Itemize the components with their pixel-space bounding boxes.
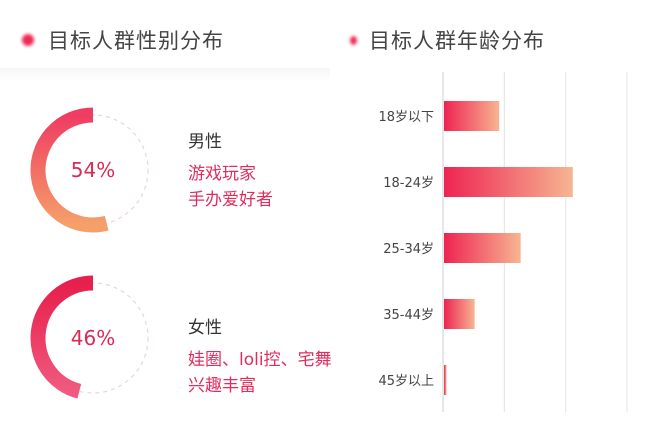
female-desc-line: 娃圈、loli控、宅舞 bbox=[188, 350, 332, 370]
female-info: 女性 娃圈、loli控、宅舞 兴趣丰富 bbox=[188, 313, 332, 399]
female-donut: 46% bbox=[28, 273, 158, 403]
age-bar bbox=[444, 299, 475, 329]
male-donut-arc bbox=[30, 107, 109, 233]
bullet-dot-icon bbox=[22, 34, 34, 46]
male-percent-label: 54% bbox=[70, 158, 116, 182]
category-label: 18-24岁 bbox=[383, 176, 434, 191]
female-donut-arc bbox=[30, 275, 94, 399]
category-label: 35-44岁 bbox=[383, 308, 434, 323]
section-divider bbox=[0, 68, 330, 82]
age-bar bbox=[444, 233, 521, 263]
age-panel-title: 目标人群年龄分布 bbox=[350, 20, 545, 60]
gender-panel-title-text: 目标人群性别分布 bbox=[48, 29, 224, 53]
female-desc-line: 兴趣丰富 bbox=[188, 376, 256, 396]
category-label: 18岁以下 bbox=[378, 110, 434, 125]
male-desc-line: 手办爱好者 bbox=[188, 190, 273, 210]
female-percent-label: 46% bbox=[70, 326, 116, 350]
age-bar bbox=[444, 365, 447, 395]
age-panel-title-text: 目标人群年龄分布 bbox=[369, 29, 545, 53]
category-label: 25-34岁 bbox=[383, 242, 434, 257]
male-label: 男性 bbox=[188, 132, 222, 152]
gender-panel-title: 目标人群性别分布 bbox=[22, 20, 224, 60]
category-label: 45岁以上 bbox=[378, 374, 434, 389]
age-bar bbox=[444, 101, 500, 131]
age-bar bbox=[444, 167, 573, 197]
female-label: 女性 bbox=[188, 318, 222, 338]
male-info: 男性 游戏玩家 手办爱好者 bbox=[188, 127, 273, 213]
male-donut: 54% bbox=[28, 105, 158, 235]
age-bar-chart: 18岁以下 18-24岁 25-34岁 35-44岁 45岁以上 bbox=[378, 72, 628, 412]
bullet-dot-icon bbox=[350, 35, 357, 45]
male-desc-line: 游戏玩家 bbox=[188, 164, 256, 184]
